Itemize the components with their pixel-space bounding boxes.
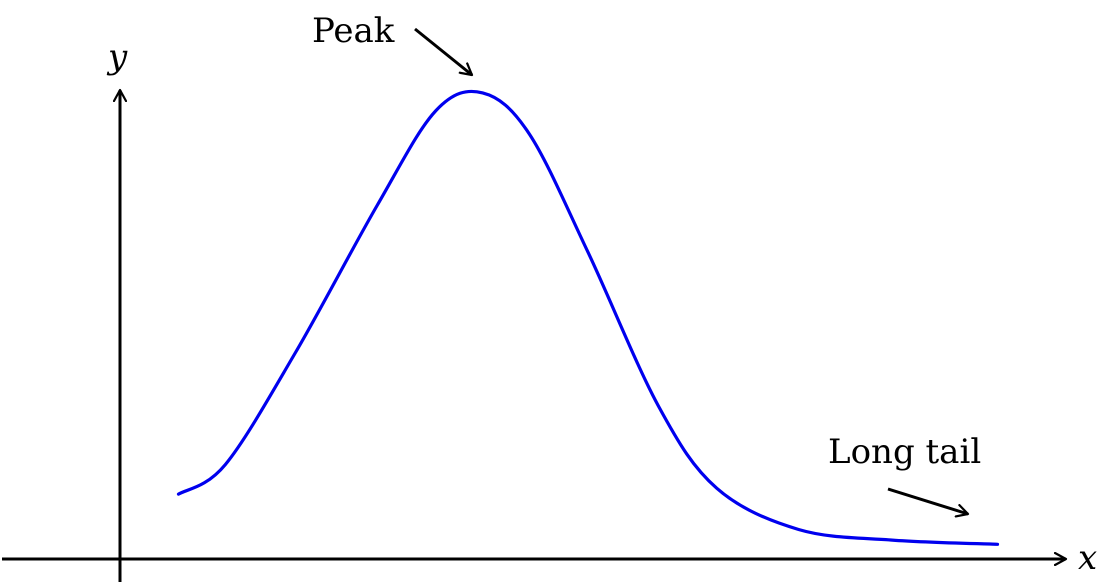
y-axis-label: y — [106, 37, 128, 77]
peak-annotation-arrow — [414, 27, 472, 77]
peak-annotation-label: Peak — [312, 11, 395, 51]
tail-annotation-arrow — [887, 487, 968, 514]
tail-annotation-label: Long tail — [828, 432, 981, 472]
distribution-curve — [176, 89, 1000, 546]
x-axis-label: x — [1078, 538, 1097, 578]
